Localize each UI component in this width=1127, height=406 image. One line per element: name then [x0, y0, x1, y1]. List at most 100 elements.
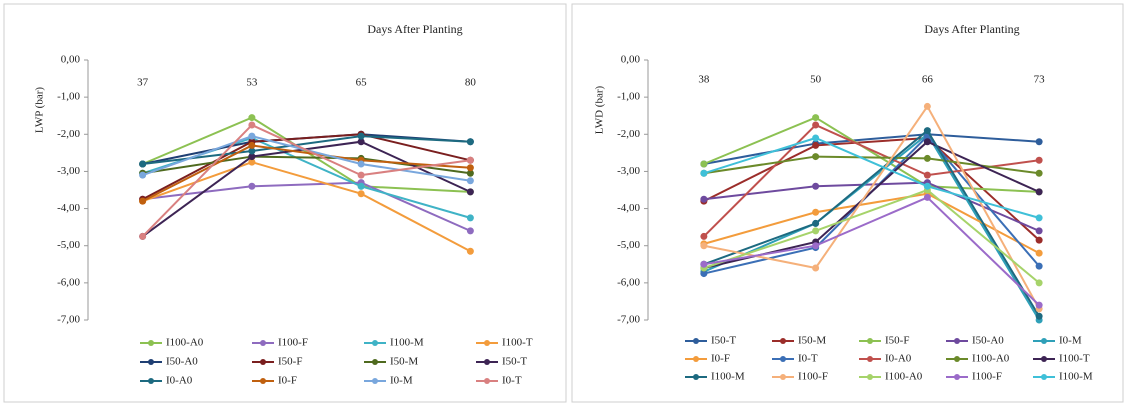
point — [923, 171, 931, 179]
point — [1035, 138, 1043, 146]
legend-label: I50-T — [711, 335, 736, 347]
y-tick-label: -6,00 — [617, 276, 640, 288]
legend-marker — [148, 340, 154, 346]
point — [812, 208, 820, 216]
y-axis-label: LWD (bar) — [594, 85, 606, 134]
point — [700, 169, 708, 177]
panel-frame — [3, 3, 567, 403]
legend-label: I50-A0 — [972, 335, 1004, 347]
point — [357, 132, 365, 140]
legend-label: I100-M — [711, 371, 745, 383]
legend-label: I50-M — [798, 335, 826, 347]
point — [1035, 227, 1043, 235]
series-line — [703, 188, 1040, 284]
point — [1035, 312, 1043, 320]
legend-label: I50-F — [278, 356, 302, 368]
point — [466, 169, 474, 177]
series-line — [703, 136, 1040, 219]
legend-marker — [954, 338, 960, 344]
point — [923, 138, 931, 146]
point — [812, 114, 820, 122]
point — [466, 214, 474, 222]
legend-label: I50-A0 — [166, 356, 198, 368]
legend-marker — [148, 378, 154, 384]
point — [357, 190, 365, 198]
legend-marker — [148, 359, 154, 365]
point — [248, 182, 256, 190]
point — [466, 227, 474, 235]
point — [248, 147, 256, 155]
category-label: 37 — [137, 77, 149, 89]
point — [1035, 301, 1043, 309]
point — [812, 227, 820, 235]
point — [248, 114, 256, 122]
point — [1035, 169, 1043, 177]
point — [466, 247, 474, 255]
legend-label: I0-F — [711, 353, 730, 365]
legend-label: I0-T — [798, 353, 818, 365]
point — [248, 158, 256, 166]
y-tick-label: 0,00 — [621, 54, 641, 66]
legend-marker — [372, 359, 378, 365]
point — [812, 182, 820, 190]
legend-label: I100-A0 — [885, 371, 923, 383]
point — [248, 153, 256, 161]
series-line — [142, 135, 471, 165]
point — [700, 232, 708, 240]
legend-label: I100-T — [502, 337, 533, 349]
y-tick-label: -2,00 — [57, 128, 80, 140]
legend-marker — [693, 338, 699, 344]
y-tick-label: -6,00 — [57, 276, 80, 288]
point — [357, 182, 365, 190]
point — [248, 132, 256, 140]
category-label: 80 — [465, 77, 477, 89]
legend-marker — [484, 340, 490, 346]
point — [248, 141, 256, 149]
category-label: 50 — [810, 74, 822, 86]
point — [923, 182, 931, 190]
y-tick-label: -7,00 — [617, 314, 640, 326]
legend-marker — [372, 378, 378, 384]
series-line — [142, 144, 471, 203]
point — [1035, 262, 1043, 270]
legend-marker — [1041, 374, 1047, 380]
legend-label: I0-T — [502, 375, 522, 387]
point — [1035, 279, 1043, 287]
legend-marker — [780, 338, 786, 344]
legend-label: I0-F — [278, 375, 297, 387]
point — [700, 260, 708, 268]
point — [1035, 188, 1043, 196]
point — [812, 242, 820, 250]
point — [923, 193, 931, 201]
point — [923, 127, 931, 135]
point — [139, 160, 147, 168]
legend-label: I100-A0 — [972, 353, 1010, 365]
point — [700, 160, 708, 168]
legend-label: I100-T — [1059, 353, 1090, 365]
legend-label: I50-T — [502, 356, 527, 368]
legend-marker — [484, 378, 490, 384]
point — [139, 232, 147, 240]
point — [923, 154, 931, 162]
point — [1035, 236, 1043, 244]
series-line — [703, 155, 1040, 175]
point — [812, 134, 820, 142]
point — [357, 171, 365, 179]
y-axis-label: LWP (bar) — [34, 87, 46, 133]
series-line — [141, 123, 471, 238]
category-label: 53 — [246, 77, 258, 89]
legend-label: I100-M — [390, 337, 424, 349]
point — [466, 138, 474, 146]
point — [357, 160, 365, 168]
legend-label: I100-F — [798, 371, 828, 383]
legend-label: I0-A0 — [166, 375, 193, 387]
series-line — [703, 132, 1040, 321]
legend-label: I50-M — [390, 356, 418, 368]
legend-label: I100-F — [278, 337, 308, 349]
category-label: 38 — [698, 74, 710, 86]
series-line — [703, 133, 1040, 165]
category-label: 66 — [922, 74, 934, 86]
y-tick-label: 0,00 — [61, 54, 81, 66]
